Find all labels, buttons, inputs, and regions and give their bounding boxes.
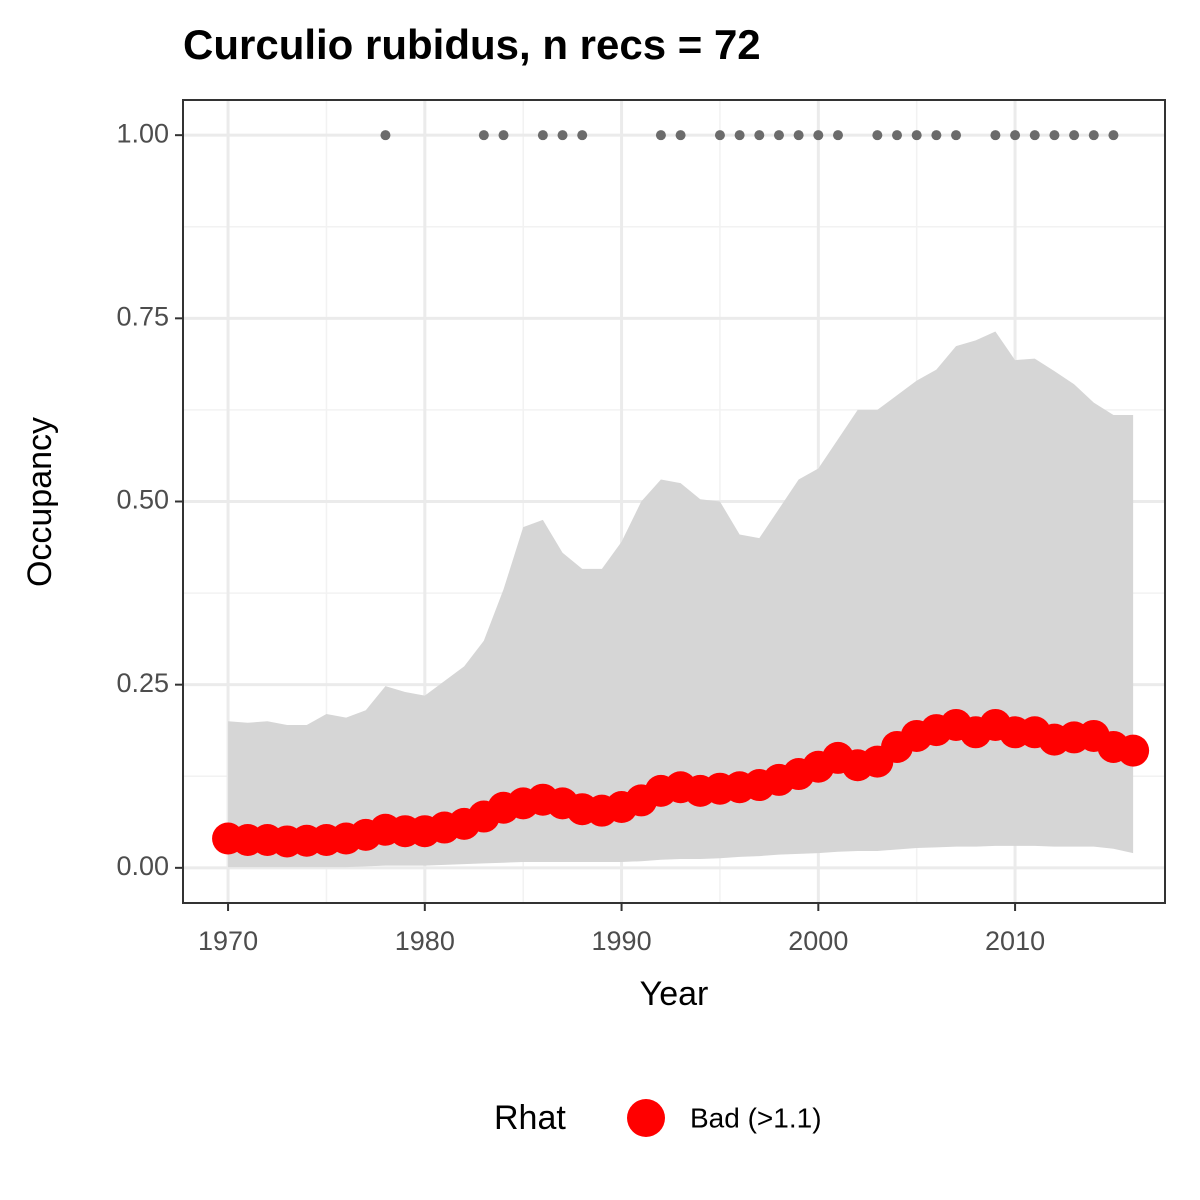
- legend-key: [627, 1099, 665, 1137]
- record-point: [1108, 130, 1119, 141]
- y-tick-label: 0.00: [116, 851, 169, 881]
- record-point: [537, 130, 548, 141]
- x-axis-title: Year: [640, 975, 709, 1013]
- y-tick-label: 0.75: [116, 301, 169, 331]
- y-tick-label: 0.25: [116, 668, 169, 698]
- legend-label: Bad (>1.1): [690, 1102, 822, 1133]
- record-point: [1049, 130, 1060, 141]
- record-point: [655, 130, 666, 141]
- record-point: [380, 130, 391, 141]
- record-point: [931, 130, 942, 141]
- record-point: [557, 130, 568, 141]
- legend-title: Rhat: [494, 1099, 566, 1137]
- y-tick-label: 0.50: [116, 485, 169, 515]
- y-axis-title: Occupancy: [21, 417, 59, 587]
- record-point: [754, 130, 765, 141]
- record-point: [832, 130, 843, 141]
- record-point: [1088, 130, 1099, 141]
- y-tick-label: 1.00: [116, 118, 169, 148]
- x-tick-label: 2000: [788, 926, 848, 956]
- x-tick-label: 2010: [985, 926, 1045, 956]
- record-point: [773, 130, 784, 141]
- record-point: [1069, 130, 1080, 141]
- record-point: [990, 130, 1001, 141]
- panel-border: [182, 99, 1166, 904]
- record-point: [1010, 130, 1021, 141]
- record-point: [911, 130, 922, 141]
- record-point: [734, 130, 745, 141]
- series-point: [1117, 734, 1150, 767]
- record-point: [793, 130, 804, 141]
- record-point: [714, 130, 725, 141]
- x-tick-label: 1980: [395, 926, 455, 956]
- record-point: [872, 130, 883, 141]
- record-point: [892, 130, 903, 141]
- chart-title: Curculio rubidus, n recs = 72: [183, 21, 761, 68]
- record-point: [675, 130, 686, 141]
- x-tick-label: 1970: [198, 926, 258, 956]
- record-point: [478, 130, 489, 141]
- record-point: [813, 130, 824, 141]
- record-point: [951, 130, 962, 141]
- record-point: [1029, 130, 1040, 141]
- x-tick-label: 1990: [592, 926, 652, 956]
- record-point: [577, 130, 588, 141]
- record-point: [498, 130, 509, 141]
